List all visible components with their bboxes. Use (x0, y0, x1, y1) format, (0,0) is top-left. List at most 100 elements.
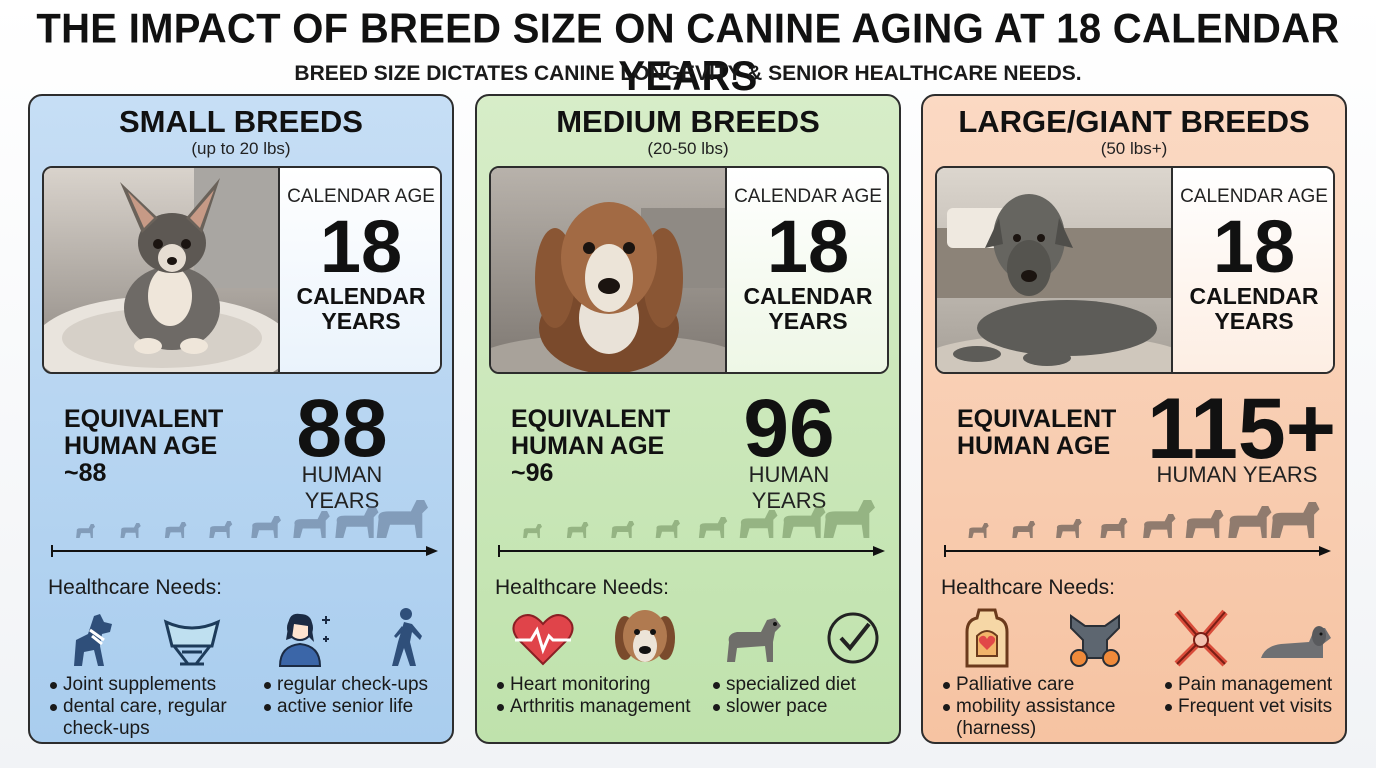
needs-list-left: Palliative care mobility assistance (har… (941, 674, 1131, 740)
timeline-dog-icon (1100, 518, 1128, 538)
timeline-dog-icon (968, 523, 989, 538)
beagle-face-icon (615, 610, 675, 662)
healthcare-needs-title: Healthcare Needs: (941, 576, 1115, 599)
panel-weight-range: (50 lbs+) (1100, 139, 1168, 158)
equivalent-approx: ~88 (64, 459, 107, 487)
calendar-age-box: CALENDAR AGE 18 CALENDAR YEARS (727, 168, 887, 372)
timeline-dog-icon (782, 506, 826, 538)
timeline-dog-icon (1143, 514, 1176, 538)
healthcare-icons (935, 606, 1335, 670)
human-age-unit: HUMAN YEARS (748, 462, 830, 513)
need-item: active senior life (262, 696, 452, 718)
needs-list-right: Pain management Frequent vet visits (1163, 674, 1343, 718)
need-item: Arthritis management (495, 696, 709, 718)
resting-dog-icon (1261, 626, 1331, 658)
equivalent-approx: ~96 (511, 459, 554, 487)
chihuahua-photo (44, 168, 280, 372)
senior-dog-icon (727, 618, 781, 662)
checkmark-icon (827, 612, 879, 664)
timeline-dog-icon (120, 523, 141, 538)
wolfhound-photo (937, 168, 1173, 372)
page-subtitle: BREED SIZE DICTATES CANINE LONGEVITY & S… (294, 62, 1082, 85)
calendar-unit-line2: YEARS (1214, 308, 1294, 334)
equivalent-human-age-label: EQUIVALENT HUMAN AGE (957, 406, 1116, 460)
aging-timeline (498, 500, 885, 557)
timeline-arrow-icon (1319, 546, 1331, 556)
calendar-age-value: 18 (1212, 205, 1296, 288)
equivalent-line1: EQUIVALENT (957, 405, 1117, 433)
pain-management-harness-icon (1174, 609, 1228, 667)
timeline-dog-icon (293, 511, 330, 538)
panel-weight-range: (up to 20 lbs) (191, 139, 291, 158)
needs-list-left: Joint supplements dental care, regular c… (48, 674, 248, 740)
panel-medium-breeds: MEDIUM BREEDS (20-50 lbs) (475, 94, 901, 744)
human-age-value: 88 (296, 383, 388, 474)
timeline-dog-icon (251, 516, 281, 538)
timeline-dog-icon (566, 522, 589, 538)
panel-title: MEDIUM BREEDS (556, 104, 820, 139)
timeline-dog-icon (823, 500, 875, 538)
human-age-value: 115+ (1147, 381, 1336, 477)
equivalent-human-age-label: EQUIVALENT HUMAN AGE ~88 (64, 406, 223, 487)
panel-title: LARGE/GIANT BREEDS (958, 104, 1310, 139)
calendar-unit-line1: CALENDAR (1189, 283, 1319, 309)
timeline-dog-icon (164, 522, 187, 538)
calendar-age-label: CALENDAR AGE (1180, 186, 1328, 207)
timeline-dog-icon (1012, 521, 1036, 538)
equivalent-line1: EQUIVALENT (64, 405, 224, 433)
calendar-unit-line1: CALENDAR (296, 283, 426, 309)
need-item: Palliative care (941, 674, 1131, 696)
timeline-arrow-icon (426, 546, 438, 556)
timeline-dog-icon (1185, 510, 1224, 538)
beagle-photo (491, 168, 727, 372)
calendar-age-value: 18 (319, 205, 403, 288)
need-item: regular check-ups (262, 674, 452, 696)
equivalent-line2: HUMAN AGE (511, 432, 665, 460)
calendar-age-value: 18 (766, 205, 850, 288)
need-item: Joint supplements (48, 674, 248, 696)
need-item: mobility assistance (harness) (941, 696, 1131, 740)
timeline-dog-icon (209, 521, 233, 538)
equivalent-line1: EQUIVALENT (511, 405, 671, 433)
human-age-value: 96 (743, 383, 835, 474)
equivalent-line2: HUMAN AGE (957, 432, 1111, 460)
calendar-age-box: CALENDAR AGE 18 CALENDAR YEARS (280, 168, 440, 372)
human-age-unit: HUMAN YEARS (301, 462, 383, 513)
needs-list-left: Heart monitoring Arthritis management (495, 674, 709, 718)
equivalent-line2: HUMAN AGE (64, 432, 218, 460)
need-item: Pain management (1163, 674, 1343, 696)
calendar-age-label: CALENDAR AGE (287, 186, 435, 207)
calendar-age-box: CALENDAR AGE 18 CALENDAR YEARS (1173, 168, 1333, 372)
healthcare-icons (489, 606, 889, 670)
heart-monitor-icon (512, 614, 574, 666)
timeline-dog-icon (611, 521, 635, 538)
veterinarian-icon (278, 613, 330, 667)
healthcare-icons (42, 606, 442, 670)
timeline-dog-icon (698, 517, 728, 538)
need-item: Heart monitoring (495, 674, 709, 696)
timeline-dog-icon (655, 520, 680, 538)
calendar-age-label: CALENDAR AGE (734, 186, 882, 207)
needs-list-right: regular check-ups active senior life (262, 674, 452, 718)
timeline-dog-icon (1056, 519, 1082, 538)
panel-weight-range: (20-50 lbs) (647, 139, 729, 158)
needs-list-right: specialized diet slower pace (711, 674, 891, 718)
calendar-unit-line1: CALENDAR (743, 283, 873, 309)
healthcare-needs-title: Healthcare Needs: (48, 576, 222, 599)
calendar-unit-line2: YEARS (321, 308, 401, 334)
age-card: CALENDAR AGE 18 CALENDAR YEARS (935, 166, 1335, 374)
age-card: CALENDAR AGE 18 CALENDAR YEARS (489, 166, 889, 374)
page-title: THE IMPACT OF BREED SIZE ON CANINE AGING… (36, 5, 1340, 100)
timeline-dog-icon (376, 500, 428, 538)
panel-large-giant-breeds: LARGE/GIANT BREEDS (50 lbs+) (921, 94, 1347, 744)
age-card: CALENDAR AGE 18 CALENDAR YEARS (42, 166, 442, 374)
aging-timeline (51, 500, 438, 557)
healthcare-needs-title: Healthcare Needs: (495, 576, 669, 599)
timeline-arrow-icon (873, 546, 885, 556)
mobility-harness-icon (1070, 614, 1120, 667)
equivalent-human-age-label: EQUIVALENT HUMAN AGE ~96 (511, 406, 670, 487)
timeline-dog-icon (335, 506, 379, 538)
human-age-unit: HUMAN YEARS (1156, 462, 1318, 487)
panel-small-breeds: SMALL BREEDS (up to 20 lbs) (28, 94, 454, 744)
dog-bed-icon (163, 619, 221, 666)
